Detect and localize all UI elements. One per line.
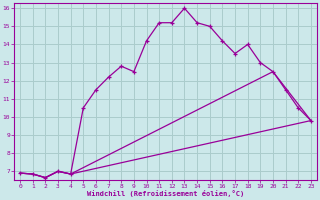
X-axis label: Windchill (Refroidissement éolien,°C): Windchill (Refroidissement éolien,°C) bbox=[87, 190, 244, 197]
